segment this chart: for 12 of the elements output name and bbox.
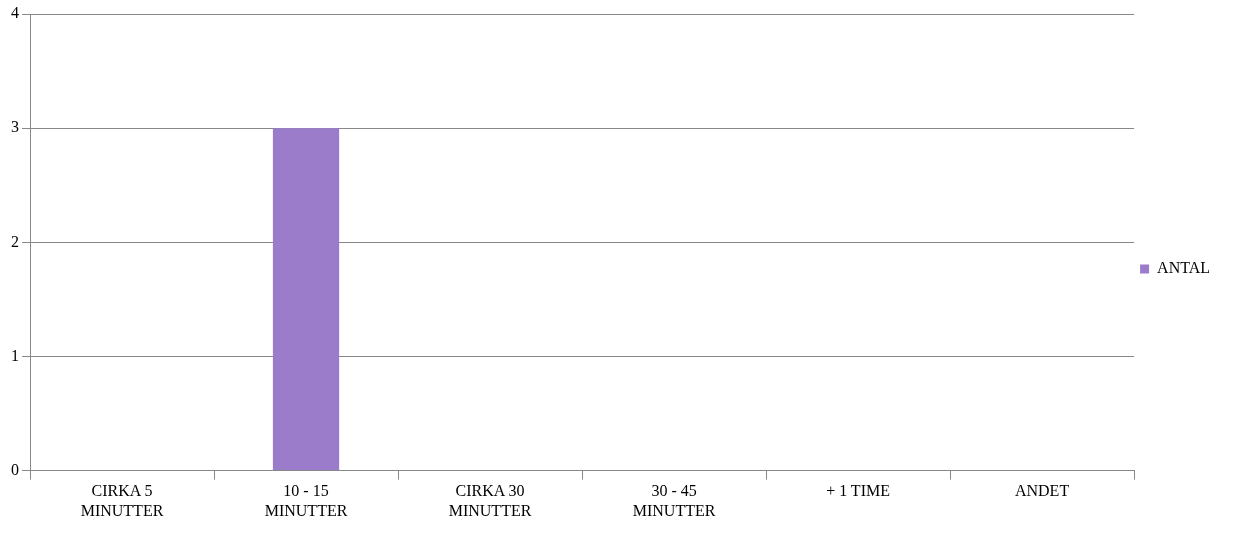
y-tick-label: 3 — [11, 118, 19, 136]
y-tick-label: 1 — [11, 346, 19, 364]
x-tick-label: ANDET — [1014, 482, 1070, 500]
x-tick-label: CIRKA 30 MINUTTER — [448, 482, 532, 519]
legend-label: ANTAL — [1157, 259, 1211, 277]
y-tick-label: 2 — [11, 232, 19, 250]
y-tick-label: 0 — [11, 460, 19, 478]
x-tick-label: 10 - 15 MINUTTER — [264, 482, 348, 519]
x-tick-label: CIRKA 5 MINUTTER — [80, 482, 164, 519]
x-tick-label: 30 - 45 MINUTTER — [632, 482, 716, 519]
y-tick-label: 4 — [11, 4, 19, 22]
x-tick-label: + 1 TIME — [826, 482, 890, 500]
